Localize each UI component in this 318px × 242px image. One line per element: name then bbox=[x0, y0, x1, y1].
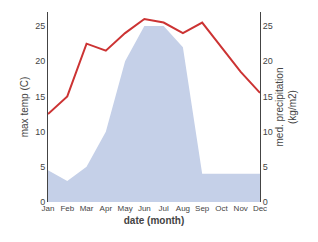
svg-text:25: 25 bbox=[35, 21, 45, 31]
svg-text:10: 10 bbox=[35, 127, 45, 137]
svg-text:5: 5 bbox=[263, 162, 268, 172]
svg-text:15: 15 bbox=[263, 92, 273, 102]
svg-text:Jul: Jul bbox=[159, 204, 169, 213]
svg-text:10: 10 bbox=[263, 127, 273, 137]
svg-text:25: 25 bbox=[263, 21, 273, 31]
svg-text:20: 20 bbox=[35, 56, 45, 66]
svg-text:Aug: Aug bbox=[176, 204, 190, 213]
svg-text:0: 0 bbox=[263, 197, 268, 207]
svg-text:Sep: Sep bbox=[195, 204, 210, 213]
svg-text:max temp (C): max temp (C) bbox=[19, 77, 30, 138]
svg-text:Jun: Jun bbox=[138, 204, 151, 213]
svg-text:med. precipitation(kg/m2): med. precipitation(kg/m2) bbox=[274, 68, 298, 147]
svg-text:May: May bbox=[118, 204, 133, 213]
svg-text:0: 0 bbox=[40, 197, 45, 207]
svg-text:Dec: Dec bbox=[253, 204, 267, 213]
svg-text:Mar: Mar bbox=[80, 204, 94, 213]
svg-text:Feb: Feb bbox=[60, 204, 74, 213]
svg-text:date (month): date (month) bbox=[124, 215, 185, 226]
svg-text:Jan: Jan bbox=[42, 204, 55, 213]
svg-text:Nov: Nov bbox=[234, 204, 248, 213]
svg-text:15: 15 bbox=[35, 92, 45, 102]
svg-text:Oct: Oct bbox=[215, 204, 228, 213]
svg-text:5: 5 bbox=[40, 162, 45, 172]
svg-text:Apr: Apr bbox=[100, 204, 113, 213]
svg-text:20: 20 bbox=[263, 56, 273, 66]
